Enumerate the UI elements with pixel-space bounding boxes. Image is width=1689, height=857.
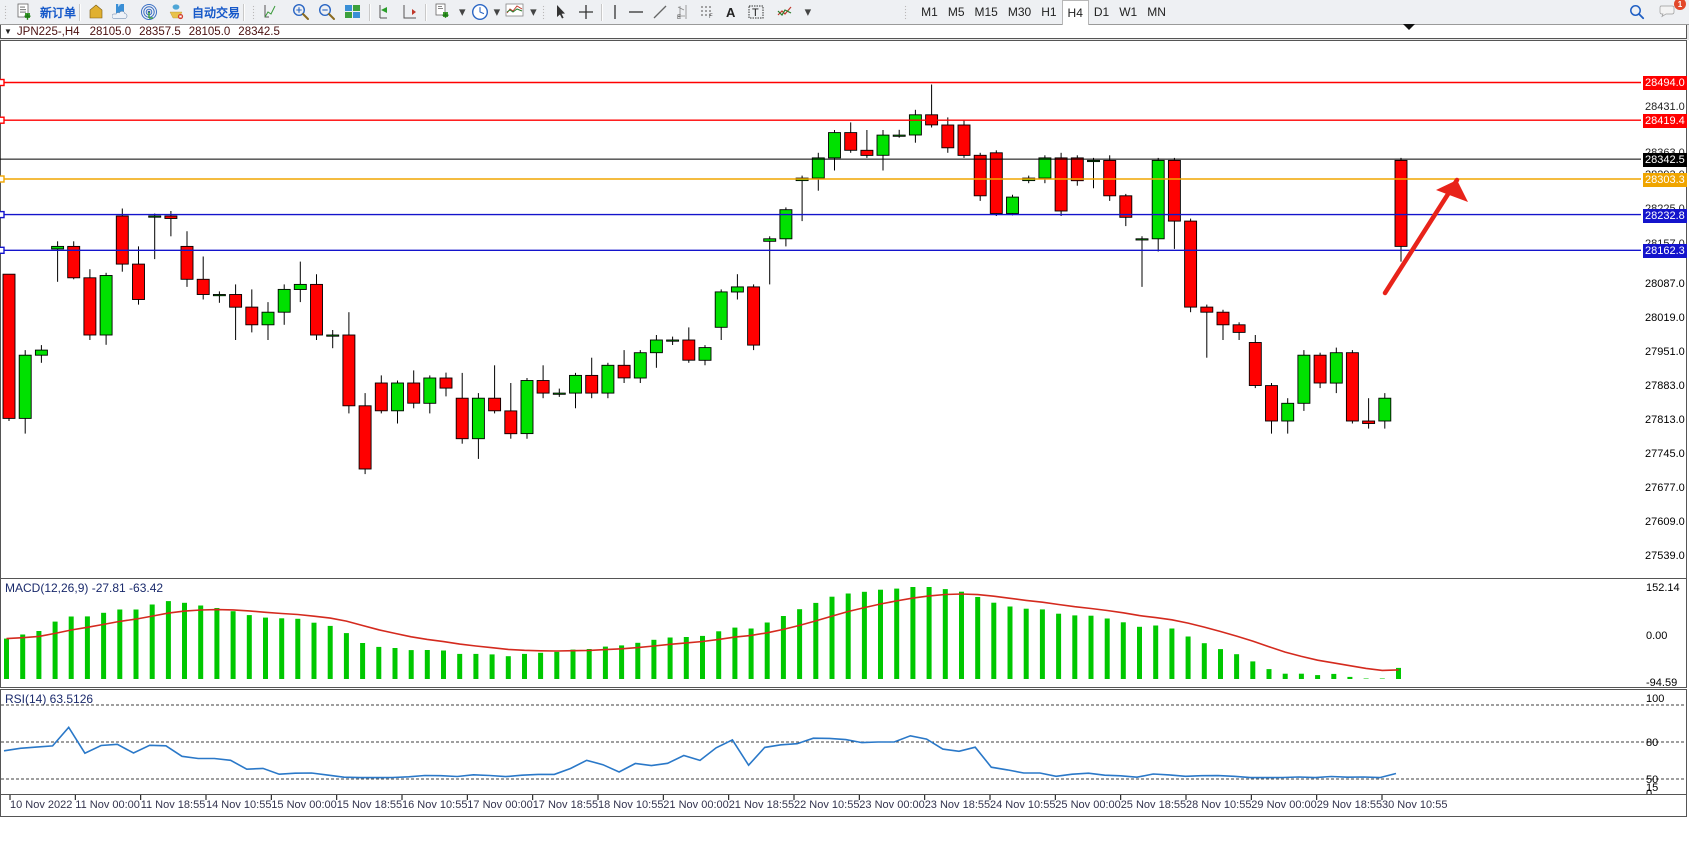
svg-text:T: T — [752, 7, 759, 19]
svg-text:F: F — [709, 14, 713, 19]
svg-text:A: A — [726, 5, 736, 20]
svg-text:E: E — [677, 15, 681, 20]
svg-text:1: 1 — [1678, 0, 1683, 9]
